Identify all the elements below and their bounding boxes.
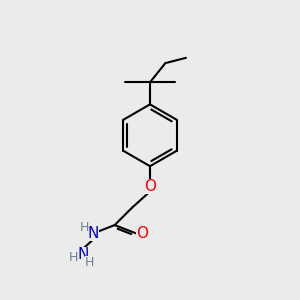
Text: O: O	[144, 179, 156, 194]
Text: O: O	[136, 226, 148, 241]
Text: H: H	[80, 221, 89, 234]
Text: N: N	[77, 247, 89, 262]
Text: H: H	[85, 256, 94, 269]
Text: H: H	[69, 251, 78, 264]
Text: N: N	[88, 226, 99, 241]
